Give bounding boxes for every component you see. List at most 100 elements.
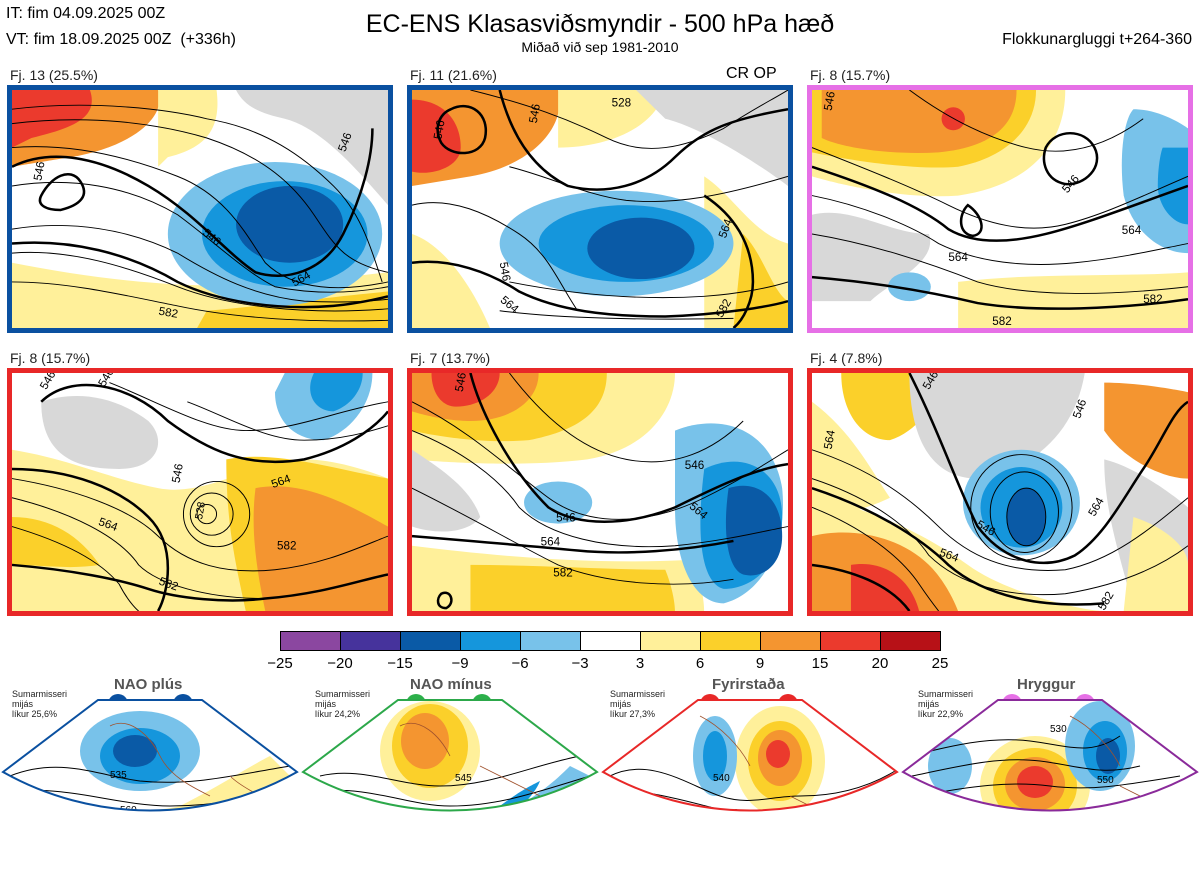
regime-4-west-negative	[928, 738, 972, 794]
colorbar-tick-label: −20	[327, 655, 353, 672]
colorbar-segment	[640, 631, 701, 651]
contour-label-546c: 546	[336, 131, 355, 153]
contour-label-528: 528	[612, 96, 631, 109]
regime-2-smoothing: mijás	[315, 699, 337, 709]
map-3-negative-east	[1121, 109, 1188, 254]
regime-4-contour-530: 530	[1050, 724, 1067, 735]
contour-label-582b: 582	[277, 540, 296, 553]
contour-label-582: 582	[158, 305, 179, 321]
regime-1-contour-560: 560	[120, 805, 137, 816]
colorbar-segment	[340, 631, 401, 651]
colorbar-segment	[880, 631, 941, 651]
regime-3-info: Sumarmisseri mijás líkur 27,3%	[610, 689, 665, 719]
contour-label-546c: 546	[497, 261, 513, 282]
regime-4-contour-575: 575	[1093, 838, 1110, 849]
map-5-peak-anomaly	[431, 373, 500, 407]
panel-4-label: Fj. 8 (15.7%)	[10, 350, 91, 366]
init-time: IT: fim 04.09.2025 00Z	[6, 5, 166, 22]
colorbar-tick-label: 3	[635, 655, 645, 672]
cluster-map-5: 546 546 546 564 564 582	[407, 368, 793, 616]
contour-label-546: 546	[453, 373, 469, 393]
colorbar-segment	[820, 631, 881, 651]
contour-label-564b: 564	[938, 546, 961, 565]
valid-time: VT: fim 18.09.2025 00Z	[6, 31, 172, 48]
regime-1-season: Sumarmisseri	[12, 689, 68, 699]
regime-3-contour-575: 575	[738, 832, 755, 843]
map-4-svg: 546 546 546 528 564 564 582 582	[12, 373, 388, 611]
regime-2-season: Sumarmisseri	[315, 689, 371, 699]
regime-4-peak	[1017, 766, 1053, 798]
colorbar-segment	[400, 631, 461, 651]
panel-2-label: Fj. 11 (21.6%)	[410, 67, 497, 83]
map-1-light-positive	[158, 90, 218, 167]
regime-4-title: Hryggur	[1017, 676, 1076, 693]
regime-2-contour-575: 575	[448, 850, 465, 861]
contour-label-546: 546	[431, 119, 447, 140]
map-1-svg: 546 546 546 564 582	[12, 90, 388, 328]
contour-label-546b: 546	[556, 512, 575, 525]
window-label: Flokkunargluggi t+264-360	[1002, 31, 1192, 48]
contour-label-528: 528	[193, 501, 208, 520]
contour-label-564b: 564	[716, 217, 735, 240]
regime-4-map: 530 550 575	[903, 700, 1197, 860]
regime-4-frame	[901, 699, 1199, 812]
contour-label-582: 582	[157, 575, 180, 594]
map-6-strong-negative	[1006, 488, 1046, 546]
regime-4-south-negative	[1016, 848, 1044, 860]
regime-3-contour-540: 540	[713, 773, 730, 784]
regime-1-probability: líkur 25,6%	[12, 709, 58, 719]
map-6-svg: 546 546 546 564 564 564 582	[812, 373, 1188, 611]
regime-3-peak	[766, 740, 790, 768]
contour-label-546: 546	[822, 90, 838, 111]
map-2-strong-negative	[587, 217, 695, 280]
panel-6-label: Fj. 4 (7.8%)	[810, 350, 883, 366]
regime-3-mod-negative	[703, 731, 727, 781]
map-4-land	[41, 396, 159, 469]
colorbar-tick-label: 20	[871, 655, 889, 672]
cluster-map-4: 546 546 546 528 564 564 582 582	[7, 368, 393, 616]
lead-time: (+336h)	[180, 31, 236, 48]
regime-2-info: Sumarmisseri mijás líkur 24,2%	[315, 689, 370, 719]
regime-3-probability: líkur 27,3%	[610, 709, 656, 719]
map-2-svg: 528 546 546 546 564 564 582	[412, 90, 788, 328]
map-6-land	[909, 373, 1085, 479]
colorbar-tick-label: −9	[451, 655, 469, 672]
regime-3-season: Sumarmisseri	[610, 689, 666, 699]
regime-2-frame	[301, 699, 599, 812]
regime-2-probability: líkur 24,2%	[315, 709, 361, 719]
regime-4-smoothing: mijás	[918, 699, 940, 709]
regime-2-contour-560: 560	[437, 815, 454, 826]
contour-label-582b: 582	[1143, 293, 1162, 306]
map-1-land	[236, 90, 388, 206]
regime-1-smoothing: mijás	[12, 699, 34, 709]
map-3-negative-south	[887, 272, 931, 302]
regime-1-positive	[3, 756, 297, 811]
regime-4-probability: líkur 22,9%	[918, 709, 964, 719]
contour-label-546b: 546	[1070, 398, 1089, 420]
regime-2-strong-positive	[401, 713, 449, 769]
contour-label-564: 564	[541, 536, 561, 549]
regime-3-smoothing: mijás	[610, 699, 632, 709]
colorbar-tick-label: −25	[267, 655, 293, 672]
colorbar-segment	[280, 631, 341, 651]
regime-1-contour-535: 535	[110, 770, 127, 781]
map-4-mod-negative-right	[310, 373, 363, 412]
contour-label-546b: 546	[527, 103, 543, 124]
map-5-svg: 546 546 546 564 564 582	[412, 373, 788, 611]
contour-label-546c: 546	[685, 459, 704, 472]
contour-label-564b: 564	[1122, 224, 1142, 237]
map-1-strong-negative	[236, 185, 344, 263]
contour-label-582: 582	[553, 567, 572, 580]
regime-4-info: Sumarmisseri mijás líkur 22,9%	[918, 689, 973, 719]
regime-3-title: Fyrirstaða	[712, 676, 785, 693]
contour-label-564: 564	[948, 251, 968, 264]
colorbar-segment	[700, 631, 761, 651]
colorbar-segment	[760, 631, 821, 651]
contour-label-546b: 546	[31, 161, 47, 182]
page-title: EC-ENS Klasasviðsmyndir - 500 hPa hæð	[365, 10, 835, 38]
colorbar-tick-label: −15	[387, 655, 413, 672]
contour-label-546c: 546	[170, 463, 186, 484]
colorbar-tick-label: 9	[755, 655, 765, 672]
cluster-map-6: 546 546 546 564 564 564 582	[807, 368, 1193, 616]
colorbar-tick-label: 6	[695, 655, 705, 672]
